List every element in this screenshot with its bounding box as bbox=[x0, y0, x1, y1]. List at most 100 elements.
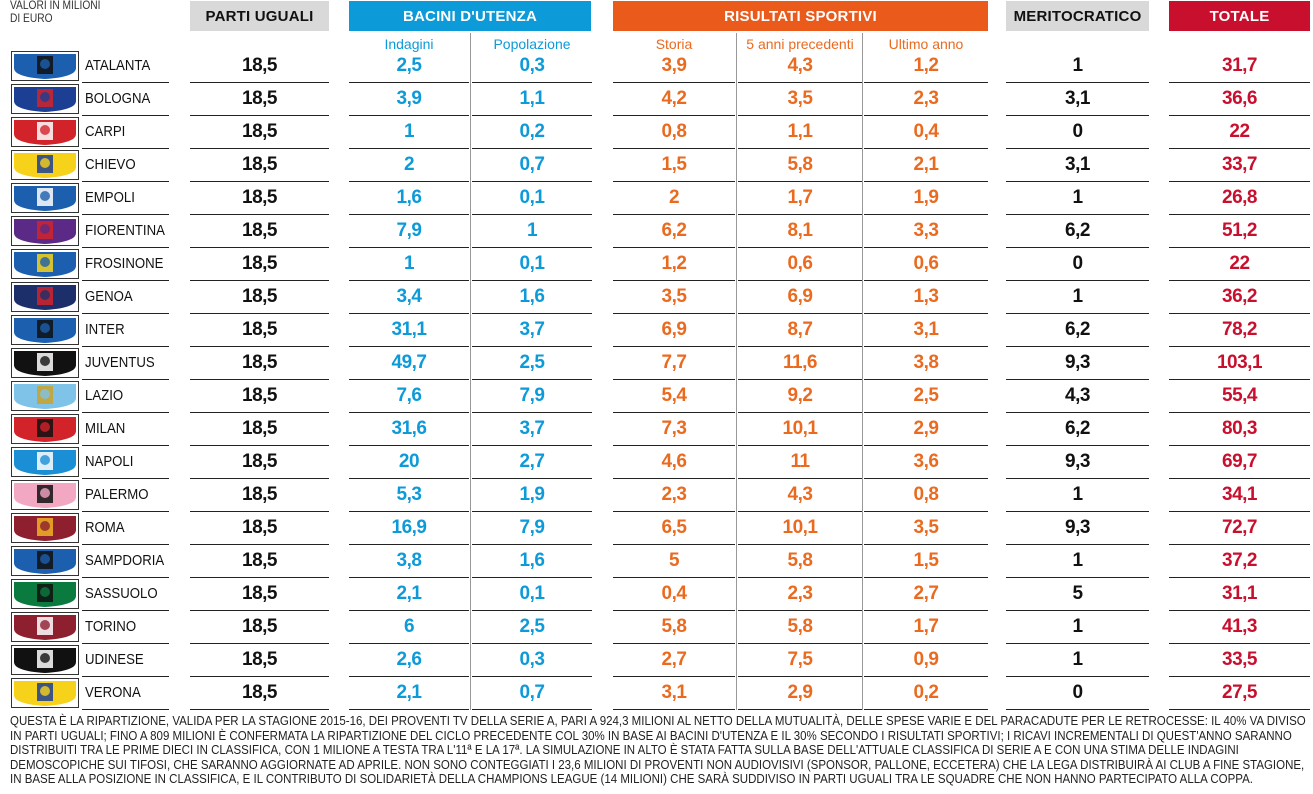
row-rule bbox=[613, 313, 735, 314]
table-row: SAMPDORIA 18,5 3,8 1,6 5 5,8 1,5 1 37,2 bbox=[0, 545, 1313, 578]
cell-popolazione: 0,1 bbox=[519, 582, 545, 604]
subheader-ultimo-anno: Ultimo anno bbox=[888, 36, 964, 52]
row-rule bbox=[472, 346, 592, 347]
cell-storia: 5,8 bbox=[661, 615, 687, 637]
subheader-indagini: Indagini bbox=[384, 36, 434, 52]
row-rule bbox=[472, 148, 592, 149]
row-rule bbox=[1169, 313, 1310, 314]
cell-totale: 41,3 bbox=[1222, 615, 1257, 637]
cell-meritocratico: 1 bbox=[1072, 285, 1083, 307]
row-rule bbox=[190, 478, 329, 479]
table-row: ROMA 18,5 16,9 7,9 6,5 10,1 3,5 9,3 72,7 bbox=[0, 512, 1313, 545]
row-rule bbox=[349, 610, 469, 611]
table-row: NAPOLI 18,5 20 2,7 4,6 11 3,6 9,3 69,7 bbox=[0, 446, 1313, 479]
table-row: FROSINONE 18,5 1 0,1 1,2 0,6 0,6 0 22 bbox=[0, 248, 1313, 281]
cell-meritocratico: 3,1 bbox=[1065, 87, 1090, 109]
fiorentina-logo bbox=[11, 216, 79, 246]
atalanta-logo bbox=[11, 51, 79, 81]
cell-popolazione: 0,2 bbox=[519, 120, 545, 142]
cell-parti-uguali: 18,5 bbox=[242, 252, 277, 274]
row-rule bbox=[190, 709, 329, 710]
row-rule bbox=[864, 82, 988, 83]
table-row: PALERMO 18,5 5,3 1,9 2,3 4,3 0,8 1 34,1 bbox=[0, 479, 1313, 512]
row-rule bbox=[738, 544, 862, 545]
row-rule bbox=[472, 643, 592, 644]
cell-5-anni-precedenti: 8,1 bbox=[787, 219, 813, 241]
row-rule bbox=[190, 214, 329, 215]
cell-indagini: 1 bbox=[403, 252, 415, 274]
cell-popolazione: 3,7 bbox=[519, 318, 545, 340]
juventus-logo bbox=[11, 348, 79, 378]
row-rule bbox=[190, 544, 329, 545]
row-rule bbox=[864, 247, 988, 248]
cell-parti-uguali: 18,5 bbox=[242, 384, 277, 406]
cell-storia: 7,7 bbox=[661, 351, 687, 373]
cell-storia: 3,9 bbox=[661, 54, 687, 76]
row-rule bbox=[864, 412, 988, 413]
row-rule bbox=[82, 610, 169, 611]
cell-totale: 69,7 bbox=[1222, 450, 1257, 472]
row-rule bbox=[1169, 412, 1310, 413]
cell-parti-uguali: 18,5 bbox=[242, 153, 277, 175]
row-rule bbox=[82, 379, 169, 380]
cell-indagini: 2,1 bbox=[396, 582, 422, 604]
table-row: FIORENTINA 18,5 7,9 1 6,2 8,1 3,3 6,2 51,2 bbox=[0, 215, 1313, 248]
cell-storia: 5 bbox=[668, 549, 680, 571]
row-rule bbox=[190, 148, 329, 149]
cell-5-anni-precedenti: 8,7 bbox=[787, 318, 813, 340]
cell-storia: 6,9 bbox=[661, 318, 687, 340]
row-rule bbox=[472, 544, 592, 545]
header-meritocratico: MERITOCRATICO bbox=[1006, 1, 1149, 31]
row-rule bbox=[1169, 115, 1310, 116]
header-bacini-utenza: BACINI D'UTENZA bbox=[349, 1, 591, 31]
cell-5-anni-precedenti: 6,9 bbox=[787, 285, 813, 307]
cell-storia: 4,2 bbox=[661, 87, 687, 109]
row-rule bbox=[738, 313, 862, 314]
table-row: VERONA 18,5 2,1 0,7 3,1 2,9 0,2 0 27,5 bbox=[0, 677, 1313, 710]
cell-totale: 26,8 bbox=[1222, 186, 1257, 208]
cell-parti-uguali: 18,5 bbox=[242, 120, 277, 142]
row-rule bbox=[1169, 610, 1310, 611]
row-rule bbox=[1006, 643, 1149, 644]
row-rule bbox=[864, 445, 988, 446]
row-rule bbox=[82, 511, 169, 512]
team-name: INTER bbox=[85, 321, 125, 338]
footnote: QUESTA È LA RIPARTIZIONE, VALIDA PER LA … bbox=[10, 714, 1306, 787]
cell-popolazione: 0,1 bbox=[519, 252, 545, 274]
cell-5-anni-precedenti: 10,1 bbox=[782, 516, 818, 538]
cell-indagini: 31,1 bbox=[391, 318, 427, 340]
cell-storia: 5,4 bbox=[661, 384, 687, 406]
cell-popolazione: 1,9 bbox=[519, 483, 545, 505]
row-rule bbox=[190, 82, 329, 83]
row-rule bbox=[349, 709, 469, 710]
cell-storia: 7,3 bbox=[661, 417, 687, 439]
cell-meritocratico: 1 bbox=[1072, 549, 1083, 571]
cell-ultimo-anno: 1,2 bbox=[913, 54, 939, 76]
row-rule bbox=[613, 445, 735, 446]
row-rule bbox=[82, 643, 169, 644]
header-totale: TOTALE bbox=[1169, 1, 1310, 31]
row-rule bbox=[1169, 643, 1310, 644]
row-rule bbox=[738, 148, 862, 149]
table-row: LAZIO 18,5 7,6 7,9 5,4 9,2 2,5 4,3 55,4 bbox=[0, 380, 1313, 413]
row-rule bbox=[349, 445, 469, 446]
subheader-storia: Storia bbox=[655, 36, 693, 52]
cell-meritocratico: 0 bbox=[1072, 681, 1083, 703]
row-rule bbox=[738, 82, 862, 83]
row-rule bbox=[472, 709, 592, 710]
row-rule bbox=[738, 379, 862, 380]
team-name: VERONA bbox=[85, 684, 141, 701]
team-name: TORINO bbox=[85, 618, 137, 635]
cell-meritocratico: 9,3 bbox=[1065, 450, 1090, 472]
cell-5-anni-precedenti: 4,3 bbox=[787, 54, 813, 76]
row-rule bbox=[738, 181, 862, 182]
cell-parti-uguali: 18,5 bbox=[242, 318, 277, 340]
row-rule bbox=[349, 280, 469, 281]
table-row: TORINO 18,5 6 2,5 5,8 5,8 1,7 1 41,3 bbox=[0, 611, 1313, 644]
cell-totale: 78,2 bbox=[1222, 318, 1257, 340]
row-rule bbox=[864, 148, 988, 149]
row-rule bbox=[82, 82, 169, 83]
row-rule bbox=[1169, 214, 1310, 215]
cell-indagini: 31,6 bbox=[391, 417, 427, 439]
cell-ultimo-anno: 0,4 bbox=[913, 120, 939, 142]
